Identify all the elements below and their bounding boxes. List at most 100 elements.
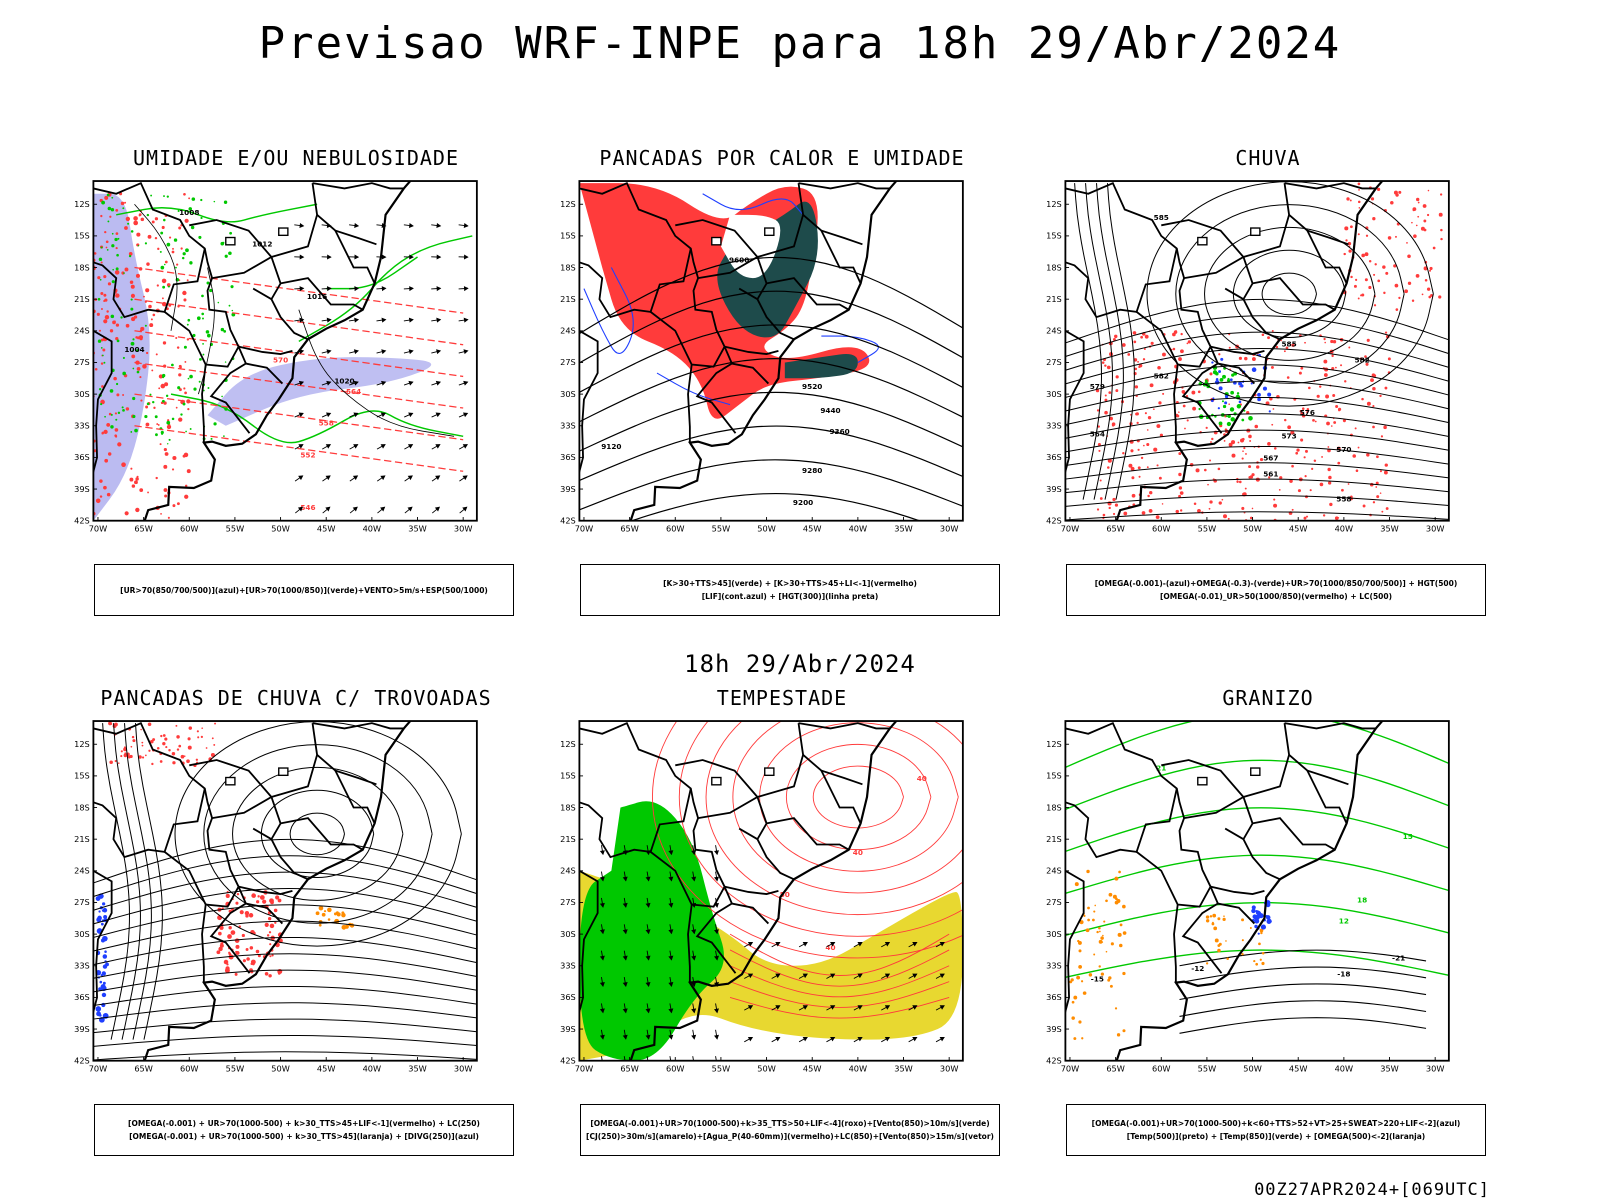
field-dot bbox=[1071, 1016, 1075, 1020]
legend-line: [OMEGA(-0.001)-(azul)+OMEGA(-0.3)-(verde… bbox=[1094, 579, 1458, 588]
field-dot bbox=[1375, 486, 1378, 488]
field-dot bbox=[1335, 405, 1339, 409]
field-dot bbox=[176, 263, 179, 266]
field-dot bbox=[148, 749, 151, 752]
field-dot bbox=[1122, 931, 1127, 935]
streamline bbox=[1096, 183, 1124, 500]
contour-label: 18 bbox=[1357, 895, 1367, 904]
streamline bbox=[203, 744, 433, 924]
streamline bbox=[93, 1051, 477, 1061]
field-dot bbox=[1379, 470, 1382, 473]
field-dot bbox=[327, 918, 331, 921]
field-dot bbox=[158, 387, 161, 390]
field-dot bbox=[1149, 383, 1154, 388]
border-line bbox=[1161, 759, 1254, 840]
wind-vector bbox=[458, 412, 469, 418]
field-dot bbox=[1195, 468, 1200, 473]
field-dot bbox=[1134, 367, 1138, 371]
field-dot bbox=[1109, 352, 1113, 357]
field-dot bbox=[1212, 913, 1217, 918]
field-dot bbox=[1368, 285, 1372, 290]
field-dot bbox=[93, 252, 97, 255]
field-dot bbox=[1223, 915, 1225, 917]
coastline bbox=[629, 181, 898, 521]
border-line bbox=[798, 722, 890, 730]
field-dot bbox=[1182, 391, 1186, 394]
field-dot bbox=[115, 382, 119, 386]
field-dot bbox=[1404, 289, 1408, 294]
wind-vector bbox=[349, 286, 360, 292]
wind-vector bbox=[599, 871, 605, 882]
field-dot bbox=[1304, 341, 1306, 344]
lat-tick-label: 39S bbox=[1046, 484, 1062, 494]
field-dot bbox=[186, 469, 191, 474]
field-dot bbox=[1104, 394, 1107, 397]
legend-line: [K>30+TTS>45](verde) + [K>30+TTS>45+LI<-… bbox=[663, 579, 917, 588]
field-dot bbox=[231, 309, 234, 312]
wind-vector bbox=[826, 1036, 836, 1043]
field-dot bbox=[221, 395, 223, 398]
field-dot bbox=[1223, 514, 1228, 519]
field-dot bbox=[176, 346, 180, 349]
field-dot bbox=[184, 494, 189, 499]
wind-vector bbox=[771, 973, 781, 979]
legend-box: [OMEGA(-0.001)-(azul)+OMEGA(-0.3)-(verde… bbox=[1066, 564, 1486, 616]
field-dot bbox=[255, 949, 260, 954]
field-dot bbox=[132, 338, 135, 341]
field-dot bbox=[1330, 425, 1333, 427]
field-dot bbox=[1394, 235, 1397, 238]
wind-vector bbox=[349, 317, 360, 323]
field-dot bbox=[101, 385, 104, 388]
field-dot bbox=[1297, 489, 1301, 493]
lat-tick-label: 27S bbox=[1046, 357, 1062, 367]
field-dot bbox=[160, 265, 165, 270]
field-dot bbox=[1221, 400, 1224, 403]
field-dot bbox=[121, 406, 124, 409]
field-dot bbox=[161, 278, 167, 284]
wind-vector bbox=[294, 380, 305, 386]
field-dot bbox=[1114, 503, 1119, 507]
field-dot bbox=[144, 242, 148, 245]
field-dot bbox=[223, 200, 228, 204]
field-dot bbox=[1224, 395, 1229, 399]
field-dot bbox=[103, 275, 107, 279]
streamline bbox=[93, 953, 477, 979]
field-dot bbox=[321, 912, 326, 917]
field-dot bbox=[152, 738, 156, 742]
field-dot bbox=[106, 193, 110, 197]
field-dot bbox=[205, 747, 208, 749]
wind-vector bbox=[622, 950, 628, 961]
field-dot bbox=[130, 298, 133, 301]
wind-vector bbox=[646, 1056, 649, 1061]
wind-vector bbox=[826, 942, 836, 948]
contour-label: 579 bbox=[1090, 382, 1105, 391]
field-dot bbox=[104, 415, 106, 418]
lat-tick-label: 30S bbox=[74, 929, 90, 939]
field-dot bbox=[1348, 249, 1352, 253]
panel-title: PANCADAS POR CALOR E UMIDADE bbox=[599, 146, 965, 170]
border-line bbox=[687, 364, 693, 443]
lat-tick-label: 12S bbox=[560, 739, 576, 749]
field-dot bbox=[1217, 467, 1221, 471]
map-layers: -12 -15 -18 -21 12 15 18 21 bbox=[1065, 721, 1449, 1061]
field-dot bbox=[1209, 500, 1213, 504]
wind-vector bbox=[458, 317, 469, 323]
border-line bbox=[731, 902, 770, 925]
border-line bbox=[1217, 362, 1256, 385]
lon-tick-label: 60W bbox=[666, 1064, 685, 1074]
lon-tick-label: 35W bbox=[1380, 1064, 1399, 1074]
contour-label: 567 bbox=[1263, 454, 1278, 463]
field-dot bbox=[1158, 476, 1162, 480]
field-dot bbox=[163, 447, 167, 452]
wind-vector bbox=[881, 973, 891, 979]
wind-vector bbox=[349, 349, 359, 355]
field-dot bbox=[120, 755, 123, 758]
field-dot bbox=[163, 195, 165, 197]
field-dot bbox=[98, 329, 102, 332]
field-dot bbox=[103, 293, 107, 297]
field-dot bbox=[1236, 404, 1242, 409]
wind-vector bbox=[377, 506, 386, 514]
wind-vector bbox=[376, 475, 386, 482]
wind-vector bbox=[404, 444, 414, 450]
field-dot bbox=[187, 318, 191, 322]
